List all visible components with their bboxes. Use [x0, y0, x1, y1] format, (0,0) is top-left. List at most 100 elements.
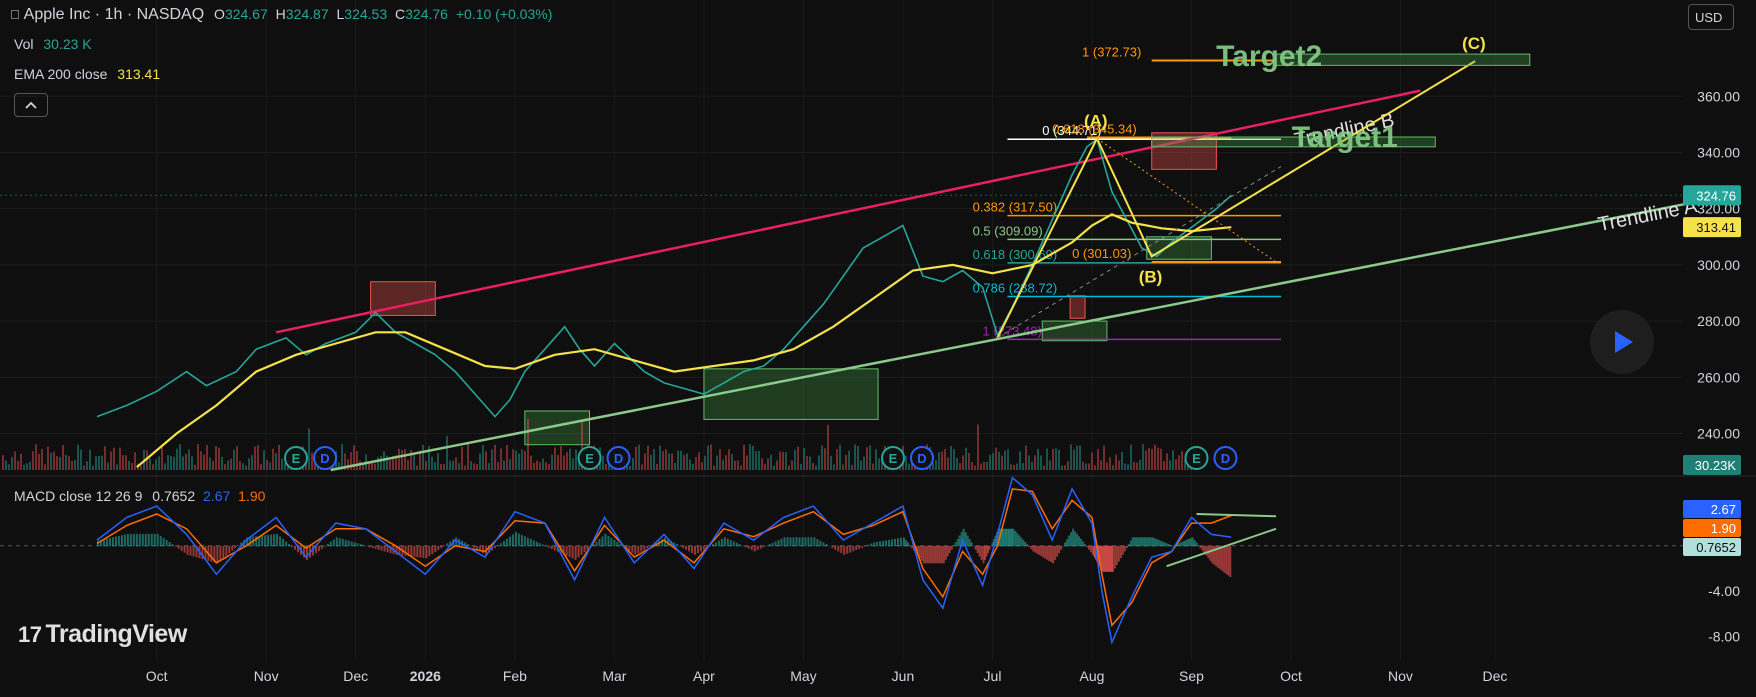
tradingview-logo[interactable]: 17 TradingView [18, 620, 187, 649]
macd-histogram-bar [904, 539, 907, 547]
volume-bar [1139, 459, 1141, 470]
macd-histogram-bar [416, 545, 419, 558]
volume-bar [1169, 460, 1171, 470]
volume-bar [551, 454, 553, 470]
volume-legend[interactable]: Vol 30.23 K [14, 36, 92, 52]
dividend-icon [313, 446, 337, 470]
macd-histogram-bar [1111, 545, 1114, 572]
volume-bar [524, 450, 526, 470]
volume-bar [1022, 463, 1024, 470]
volume-bar [374, 463, 376, 470]
volume-bar [1082, 461, 1084, 470]
macd-histogram-bar [305, 545, 308, 560]
volume-bar [482, 445, 484, 470]
dividend-icon [910, 446, 934, 470]
play-button[interactable] [1590, 310, 1654, 374]
macd-histogram-bar [962, 528, 965, 547]
macd-histogram-bar [792, 537, 795, 547]
x-axis-tick-label: Sep [1179, 668, 1204, 684]
volume-bar [722, 459, 724, 470]
volume-bar [746, 455, 748, 470]
macd-histogram-bar [637, 545, 640, 554]
macd-histogram-bar [896, 538, 899, 547]
volume-bar [881, 460, 883, 470]
event-marker-label: E [889, 451, 898, 466]
volume-bar [530, 455, 532, 470]
macd-histogram-bar [114, 536, 117, 547]
ema-legend[interactable]: EMA 200 close 313.41 [14, 66, 160, 82]
volume-bar [899, 465, 901, 470]
macd-histogram-bar [702, 545, 705, 550]
macd-histogram-bar [987, 545, 990, 554]
volume-bar [905, 455, 907, 470]
ohlc-high-value: 324.87 [272, 6, 329, 22]
volume-bar [332, 464, 334, 470]
macd-histogram-bar [1007, 528, 1010, 547]
apple-icon:  [10, 7, 20, 22]
macd-histogram-bar [834, 545, 837, 550]
volume-bar [410, 450, 412, 470]
macd-histogram-bar [553, 545, 556, 551]
wave-point-label: (C) [1462, 34, 1486, 53]
macd-histogram-bar [586, 545, 589, 550]
macd-histogram-bar [99, 540, 102, 547]
volume-bar [155, 459, 157, 470]
volume-bar [350, 452, 352, 470]
volume-bar [434, 462, 436, 470]
macd-histogram-bar [598, 538, 601, 547]
macd-histogram-bar [541, 544, 544, 547]
macd-histogram-bar [1225, 545, 1228, 575]
volume-bar [758, 451, 760, 470]
volume-bar [1106, 462, 1108, 470]
macd-histogram-bar [386, 545, 389, 553]
currency-button[interactable]: USD [1688, 4, 1734, 30]
macd-histogram-bar [616, 542, 619, 547]
volume-bar [674, 462, 676, 470]
macd-histogram-bar [344, 539, 347, 547]
collapse-legend-button[interactable] [14, 93, 48, 117]
macd-histogram-bar [565, 545, 568, 556]
volume-bar [854, 444, 856, 470]
volume-bar [59, 456, 61, 470]
macd-histogram-bar [138, 533, 141, 547]
x-axis-tick-label: Oct [1280, 668, 1302, 684]
macd-histogram-bar [434, 545, 437, 553]
macd-histogram-bar [162, 537, 165, 547]
symbol-title[interactable]: Apple Inc · 1h · NASDAQ [10, 6, 205, 23]
macd-histogram-bar [930, 545, 933, 564]
volume-bar [725, 455, 727, 470]
dividend-icon [606, 446, 631, 470]
macd-histogram-bar [741, 545, 744, 547]
macd-histogram-bar [1062, 545, 1065, 547]
volume-bar [1091, 452, 1093, 470]
volume-bar [272, 448, 274, 470]
volume-bar [989, 454, 991, 470]
macd-tag-label: 2.67 [1711, 502, 1736, 517]
macd-tag [1683, 538, 1741, 556]
x-axis-tick-label: Jul [984, 668, 1002, 684]
volume-bar [74, 460, 76, 470]
macd-histogram-bar [276, 533, 279, 547]
macd-histogram-bar [661, 538, 664, 547]
macd-histogram-bar [601, 536, 604, 547]
volume-bar [638, 444, 640, 470]
macd-histogram-bar [717, 540, 720, 547]
macd-histogram-bar [822, 542, 825, 547]
macd-histogram-bar [1153, 538, 1156, 547]
volume-bar [5, 460, 7, 470]
volume-bar [1010, 464, 1012, 470]
volume-bar [659, 445, 661, 470]
macd-histogram-bar [858, 545, 861, 549]
macd-histogram-bar [673, 542, 676, 547]
macd-histogram-bar [365, 545, 368, 547]
macd-legend[interactable]: MACD close 12 26 9 0.7652 2.67 1.90 [14, 488, 265, 504]
macd-histogram-bar [980, 545, 983, 560]
volume-bar [527, 418, 529, 470]
macd-histogram-bar [726, 538, 729, 547]
volume-bar [170, 455, 172, 470]
volume-bar [338, 462, 340, 470]
macd-histogram-bar [568, 545, 571, 558]
macd-histogram-bar [1149, 537, 1152, 547]
